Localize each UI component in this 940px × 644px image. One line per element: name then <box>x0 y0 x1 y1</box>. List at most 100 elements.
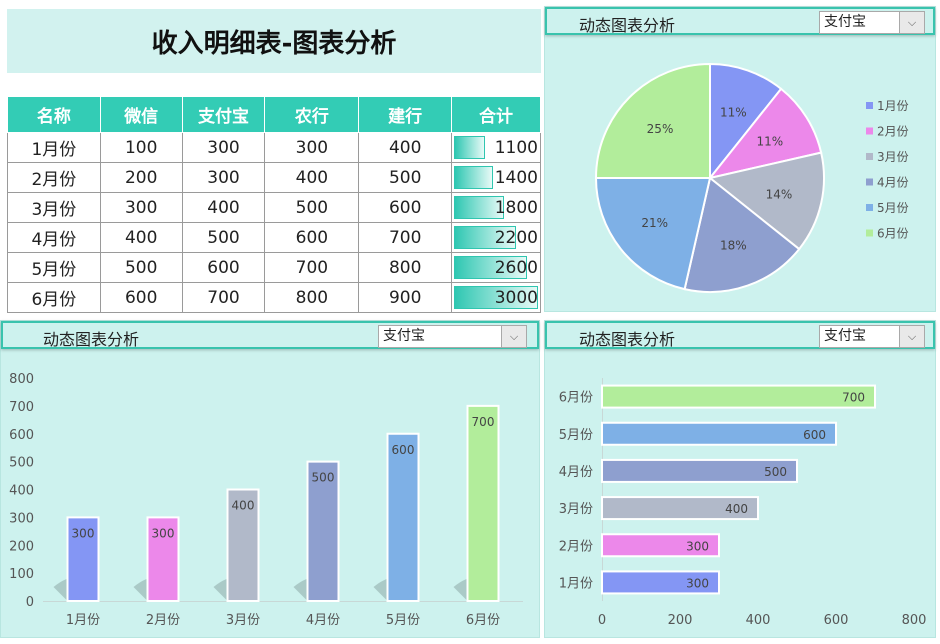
panel-header: 动态图表分析 支付宝 ⌵ <box>1 321 539 349</box>
chevron-down-icon[interactable]: ⌵ <box>501 326 526 347</box>
month-cell[interactable]: 1月份 <box>7 132 101 163</box>
month-cell[interactable]: 4月份 <box>7 222 101 253</box>
value-cell[interactable]: 400 <box>99 222 183 253</box>
bar-chart: 0 200 400 600 800 300 1月份 300 2月份 400 3月份 500 4月份 600… <box>559 378 927 628</box>
value-cell[interactable]: 300 <box>99 192 183 223</box>
pie-data-label: 14% <box>766 188 793 202</box>
data-bar <box>454 226 516 249</box>
total-cell[interactable]: 3000 <box>451 282 541 313</box>
month-cell[interactable]: 2月份 <box>7 162 101 193</box>
bar-data-label: 700 <box>842 391 865 405</box>
panel-title: 动态图表分析 <box>43 330 140 349</box>
select-value: 支付宝 <box>383 328 425 344</box>
select-value: 支付宝 <box>824 14 866 30</box>
legend-swatch <box>866 178 873 186</box>
channel-select[interactable]: 支付宝 ⌵ <box>819 11 925 34</box>
pie-slice <box>594 62 711 179</box>
x-tick-label: 800 <box>902 613 927 628</box>
total-value: 1800 <box>494 197 538 218</box>
legend-label: 1月份 <box>877 99 909 113</box>
column-chart: 0 100 200 300 400 500 600 700 800 300 1月份 300 2月份 400… <box>9 372 523 628</box>
value-cell[interactable]: 400 <box>181 192 266 223</box>
table-row: 5月份 500 600 700 800 2600 <box>7 252 541 283</box>
header-ccb: 建行 <box>358 96 453 133</box>
header-total: 合计 <box>451 96 541 133</box>
channel-select[interactable]: 支付宝 ⌵ <box>819 325 925 348</box>
data-bar <box>454 136 485 159</box>
month-cell[interactable]: 6月份 <box>7 282 101 313</box>
bar-data-label: 300 <box>686 539 709 553</box>
total-cell[interactable]: 2200 <box>451 222 541 253</box>
total-cell[interactable]: 1400 <box>451 162 541 193</box>
header-wechat: 微信 <box>99 96 183 133</box>
value-cell[interactable]: 800 <box>264 282 360 313</box>
value-cell[interactable]: 100 <box>99 132 183 163</box>
horizontal-bar <box>601 384 876 409</box>
value-cell[interactable]: 600 <box>99 282 183 313</box>
x-tick-label: 6月份 <box>466 613 500 628</box>
value-cell[interactable]: 300 <box>181 132 266 163</box>
value-cell[interactable]: 500 <box>358 162 453 193</box>
y-tick-label: 5月份 <box>559 428 593 443</box>
header-name: 名称 <box>7 96 101 133</box>
value-cell[interactable]: 700 <box>264 252 360 283</box>
value-cell[interactable]: 400 <box>358 132 453 163</box>
pie-data-label: 11% <box>757 134 784 148</box>
value-cell[interactable]: 300 <box>264 132 360 163</box>
total-cell[interactable]: 1800 <box>451 192 541 223</box>
legend-label: 4月份 <box>877 176 909 190</box>
table-row: 3月份 300 400 500 600 1800 <box>7 192 541 223</box>
value-cell[interactable]: 600 <box>358 192 453 223</box>
legend-label: 5月份 <box>877 201 909 215</box>
panel-title: 动态图表分析 <box>579 16 676 35</box>
chevron-down-icon[interactable]: ⌵ <box>899 326 924 347</box>
pie-slice <box>709 62 783 181</box>
column-data-label: 500 <box>312 471 335 485</box>
value-cell[interactable]: 200 <box>99 162 183 193</box>
select-value: 支付宝 <box>824 328 866 344</box>
y-tick-label: 600 <box>9 428 34 443</box>
y-tick-label: 200 <box>9 539 34 554</box>
value-cell[interactable]: 300 <box>181 162 266 193</box>
y-tick-label: 4月份 <box>559 465 593 480</box>
total-cell[interactable]: 1100 <box>451 132 541 163</box>
total-cell[interactable]: 2600 <box>451 252 541 283</box>
pie-slice <box>707 151 825 251</box>
x-tick-label: 600 <box>824 613 849 628</box>
pie-chart: 11% 11% 14% 18% 21% 25% 1月份 2月份 3月份 4月份 5月份 6月份 <box>594 62 909 293</box>
value-cell[interactable]: 600 <box>181 252 266 283</box>
value-cell[interactable]: 900 <box>358 282 453 313</box>
bar-data-label: 600 <box>803 428 826 442</box>
x-tick-label: 3月份 <box>226 613 260 628</box>
legend-swatch <box>866 204 873 211</box>
y-tick-label: 500 <box>9 456 34 471</box>
chevron-down-icon[interactable]: ⌵ <box>899 12 924 33</box>
value-cell[interactable]: 800 <box>358 252 453 283</box>
data-bar <box>454 286 539 309</box>
value-cell[interactable]: 700 <box>181 282 266 313</box>
table-row: 1月份 100 300 300 400 1100 <box>7 132 541 163</box>
total-value: 2600 <box>494 257 538 278</box>
value-cell[interactable]: 500 <box>264 192 360 223</box>
month-cell[interactable]: 5月份 <box>7 252 101 283</box>
legend-swatch <box>866 153 873 160</box>
pie-slice <box>594 177 712 291</box>
value-cell[interactable]: 600 <box>264 222 360 253</box>
column-bar <box>386 432 420 602</box>
x-tick-label: 5月份 <box>386 613 420 628</box>
column-bar <box>466 404 500 602</box>
value-cell[interactable]: 500 <box>181 222 266 253</box>
x-tick-label: 400 <box>746 613 771 628</box>
column-data-label: 300 <box>72 526 95 540</box>
month-cell[interactable]: 3月份 <box>7 192 101 223</box>
column-bar <box>66 516 100 602</box>
bar-chart-panel: 动态图表分析 支付宝 ⌵ 0 200 400 600 800 300 1月份 300 2月份 40… <box>544 320 936 638</box>
bar-data-label: 500 <box>764 465 787 479</box>
panel-header: 动态图表分析 支付宝 ⌵ <box>545 321 935 349</box>
x-tick-label: 2月份 <box>146 613 180 628</box>
value-cell[interactable]: 700 <box>358 222 453 253</box>
channel-select[interactable]: 支付宝 ⌵ <box>378 325 527 348</box>
horizontal-bar <box>601 533 720 558</box>
value-cell[interactable]: 500 <box>99 252 183 283</box>
value-cell[interactable]: 400 <box>264 162 360 193</box>
